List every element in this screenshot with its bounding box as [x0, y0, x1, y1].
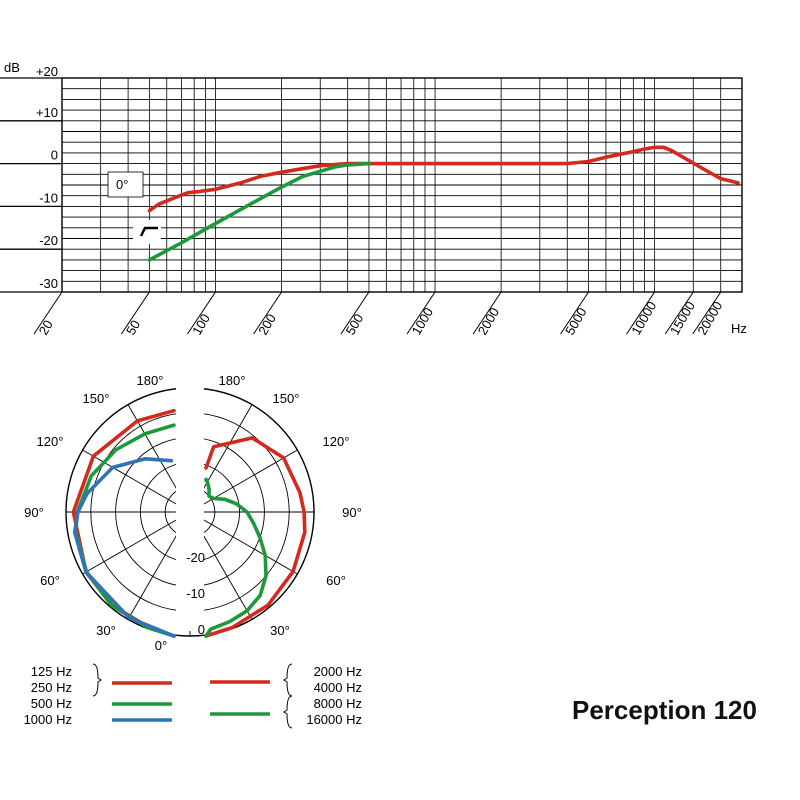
y-tick-label: -20 — [39, 233, 58, 248]
y-tick-label: -10 — [39, 190, 58, 205]
polar-spoke — [196, 404, 253, 501]
polar-angle-label: 150° — [273, 391, 300, 406]
polar-series-2 — [73, 423, 176, 638]
polar-spoke — [82, 449, 179, 506]
x-tick-label: 2000 — [475, 305, 502, 338]
polar-radial-label: -20 — [186, 550, 205, 565]
polar-series-5 — [204, 477, 268, 638]
y-tick-label: -30 — [39, 276, 58, 291]
x-tick-line — [120, 291, 150, 335]
x-tick-line — [187, 291, 216, 335]
legend-label: 16000 Hz — [306, 712, 362, 727]
x-tick-line — [626, 291, 656, 335]
polar-series-4 — [204, 436, 307, 638]
x-tick-line — [406, 291, 436, 335]
x-tick-line — [253, 291, 282, 335]
polar-angle-label: 60° — [40, 573, 60, 588]
frequency-axis-labels: dB Hz +20 +10 0 -10 -20 -30 20 50 100 200 500 1000 2… — [4, 60, 747, 338]
polar-angle-label: 120° — [323, 434, 350, 449]
x-tick-line — [560, 291, 589, 335]
x-tick-label: 10000 — [628, 299, 659, 338]
x-axis-unit: Hz — [731, 321, 747, 336]
polar-angle-label: 180° — [219, 373, 246, 388]
frequency-series-2 — [147, 161, 371, 262]
x-tick-label: 15000 — [667, 299, 698, 338]
y-axis-unit: dB — [4, 60, 20, 75]
polar-angle-label: 0° — [155, 638, 167, 653]
legend-label: 2000 Hz — [314, 664, 362, 679]
legend-brace — [283, 695, 293, 729]
polar-series-3 — [72, 457, 176, 638]
frequency-curves — [147, 145, 740, 262]
x-tick-label: 200 — [255, 311, 279, 337]
x-tick-line — [664, 291, 694, 335]
legend-label: 8000 Hz — [314, 696, 362, 711]
polar-angle-label: 150° — [83, 391, 110, 406]
legend-label: 1000 Hz — [24, 712, 72, 727]
x-tick-line — [340, 291, 370, 335]
x-tick-label: 1000 — [409, 305, 436, 338]
polar-gap — [176, 353, 204, 631]
plot-frame — [61, 77, 743, 293]
zero-degree-box: 0° — [107, 171, 161, 244]
polar-angle-label: 60° — [326, 573, 346, 588]
frequency-series-1 — [147, 145, 740, 213]
polar-angle-label: 90° — [24, 505, 44, 520]
polar-angle-label: 30° — [96, 623, 116, 638]
polar-spoke — [201, 518, 298, 575]
legend-brace — [92, 663, 102, 697]
polar-angle-label: 30° — [270, 623, 290, 638]
legend-label: 250 Hz — [31, 680, 72, 695]
x-tick-line — [692, 291, 722, 335]
polar-angle-label: 120° — [37, 434, 64, 449]
polar-radial-label: 0 — [198, 622, 205, 637]
x-tick-line — [472, 291, 502, 335]
legend-label: 125 Hz — [31, 664, 72, 679]
legend-label: 500 Hz — [31, 696, 72, 711]
legend-brace — [283, 663, 293, 697]
polar-spoke — [201, 449, 298, 506]
polar-spoke — [82, 518, 179, 575]
y-tick-label: 0 — [51, 148, 58, 163]
annotation-label: 0° — [116, 177, 128, 192]
filter-symbol-frame — [133, 220, 161, 244]
annotation-frame — [107, 171, 144, 198]
polar-angle-label: 180° — [137, 373, 164, 388]
product-title: Perception 120 — [572, 695, 757, 725]
polar-diagram: 0° 30° 60° 90° 120° 150° 180° 30° 60° 90° 120° 150°… — [24, 353, 362, 653]
polar-spoke — [196, 523, 253, 620]
y-tick-label: +20 — [36, 64, 58, 79]
x-tick-label: 5000 — [562, 305, 589, 338]
y-tick-label: +10 — [36, 105, 58, 120]
polar-angle-label: 90° — [342, 505, 362, 520]
x-tick-label: 50 — [123, 317, 143, 337]
low-cut-filter-icon — [139, 226, 158, 237]
polar-spoke — [127, 523, 184, 620]
x-tick-label: 500 — [343, 311, 367, 337]
x-tick-line — [33, 291, 63, 335]
legend-label: 4000 Hz — [314, 680, 362, 695]
x-tick-label: 100 — [189, 311, 213, 337]
polar-radial-label: -10 — [186, 586, 205, 601]
x-tick-label: 20000 — [694, 299, 725, 338]
x-tick-label: 20 — [36, 317, 56, 337]
